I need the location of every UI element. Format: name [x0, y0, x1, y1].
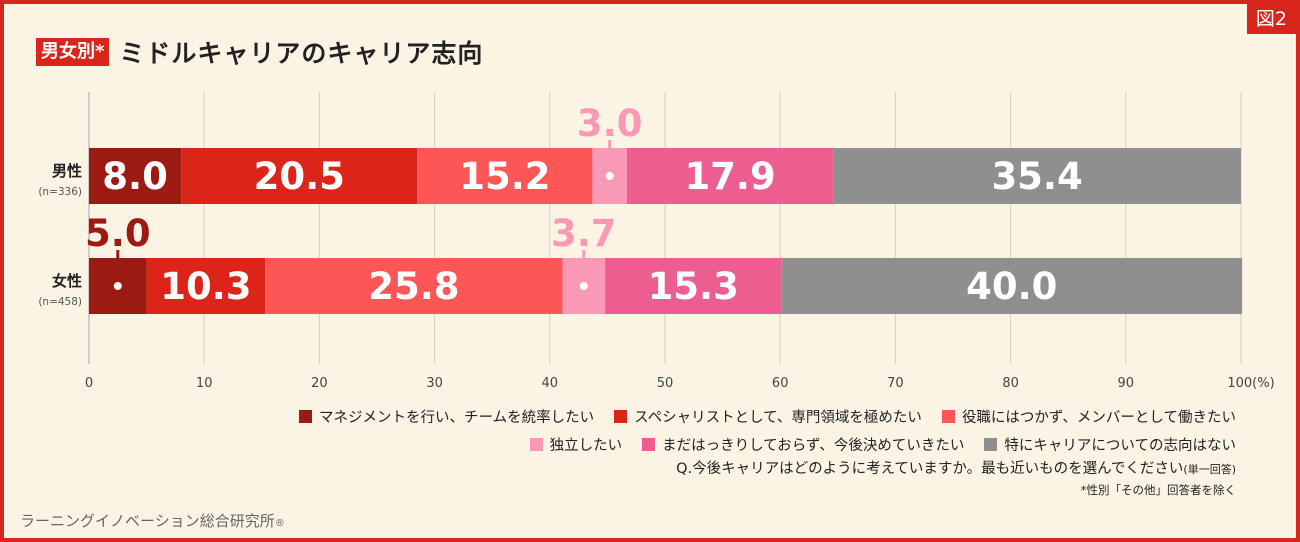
title-badge: 男女別* [36, 38, 110, 66]
bar-segment [265, 258, 563, 314]
registered-mark: ® [274, 518, 285, 529]
x-tick-label: 50 [657, 376, 674, 391]
legend-label: 独立したい [549, 437, 623, 454]
x-tick-label: 100(%) [1227, 376, 1274, 391]
category-sample-size: (n=336) [38, 186, 82, 198]
bar-segment [605, 258, 782, 314]
x-tick-label: 80 [1002, 376, 1019, 391]
stacked-bar-chart: 8.0 20.5 15.2 17.9 35.4 10.3 25.8 15.3 40.0 男性 (n… [38, 92, 1275, 391]
data-label: 3.7 [551, 212, 617, 255]
data-label: 20.5 [254, 155, 345, 198]
legend-item: スペシャリストとして、専門領域を極めたい [614, 406, 922, 427]
x-tick-label: 10 [196, 376, 213, 391]
legend-item: マネジメントを行い、チームを統率したい [299, 406, 594, 427]
legend-label: 特にキャリアについての志向はない [1004, 437, 1236, 454]
x-tick-label: 30 [426, 376, 443, 391]
source-text: ラーニングイノベーション総合研究所 [20, 512, 275, 530]
exclusion-note: *性別「その他」回答者を除く [1080, 483, 1236, 497]
data-label: 3.0 [577, 102, 643, 145]
bar-segment [781, 258, 1243, 314]
x-tick-label: 40 [542, 376, 559, 391]
bar-segment [626, 148, 834, 204]
data-label: 40.0 [966, 265, 1057, 308]
question-text: Q.今後キャリアはどのように考えていますか。最も近いものを選んでください [676, 461, 1184, 477]
legend-swatch [941, 409, 955, 423]
legend: マネジメントを行い、チームを統率したい スペシャリストとして、専門領域を極めたい 役… [236, 402, 1236, 458]
data-label: 5.0 [85, 212, 151, 255]
bar-segment [146, 258, 266, 314]
legend-swatch [529, 437, 543, 451]
data-label: 25.8 [368, 265, 459, 308]
question-suffix: (単一回答) [1183, 463, 1236, 476]
x-tick-label: 20 [311, 376, 328, 391]
legend-row: マネジメントを行い、チームを統率したい スペシャリストとして、専門領域を極めたい 役… [236, 402, 1236, 430]
bar-segment [89, 148, 182, 204]
x-tick-label: 0 [85, 376, 93, 391]
legend-label: スペシャリストとして、専門領域を極めたい [634, 409, 922, 426]
legend-label: まだはっきりしておらず、今後決めていきたい [662, 437, 965, 454]
x-tick-label: 60 [772, 376, 789, 391]
data-label: 8.0 [102, 155, 168, 198]
chart-title: 男女別* ミドルキャリアのキャリア志向 [36, 36, 483, 68]
category-label: 男性 [52, 162, 82, 180]
question-note: Q.今後キャリアはどのように考えていますか。最も近いものを選んでください(単一回… [676, 457, 1236, 478]
legend-item: 特にキャリアについての志向はない [984, 434, 1236, 455]
data-label: 15.2 [459, 155, 550, 198]
callout-dot [602, 169, 617, 183]
data-label: 35.4 [991, 155, 1082, 198]
legend-label: マネジメントを行い、チームを統率したい [319, 409, 595, 426]
x-tick-label: 90 [1118, 376, 1135, 391]
callout-dot [110, 279, 125, 293]
bar-segment [181, 148, 418, 204]
data-label: 15.3 [648, 265, 739, 308]
legend-label: 役職にはつかず、メンバーとして働きたい [961, 409, 1236, 426]
legend-item: まだはっきりしておらず、今後決めていきたい [642, 434, 964, 455]
legend-swatch [299, 409, 313, 423]
source-credit: ラーニングイノベーション総合研究所® [20, 510, 285, 531]
legend-item: 独立したい [529, 434, 623, 455]
legend-item: 役職にはつかず、メンバーとして働きたい [941, 406, 1236, 427]
data-label: 10.3 [160, 265, 251, 308]
data-label: 17.9 [684, 155, 775, 198]
callout-dot [576, 279, 591, 293]
title-text: ミドルキャリアのキャリア志向 [119, 39, 484, 68]
x-tick-label: 70 [887, 376, 904, 391]
figure-tag: 図2 [1246, 4, 1296, 34]
legend-swatch [984, 437, 998, 451]
category-sample-size: (n=458) [38, 296, 82, 308]
legend-swatch [642, 437, 656, 451]
legend-swatch [614, 409, 628, 423]
category-label: 女性 [52, 272, 82, 290]
bar-segment [417, 148, 593, 204]
bar-segment [833, 148, 1241, 204]
legend-row: 独立したい まだはっきりしておらず、今後決めていきたい 特にキャリアについての志向は… [236, 430, 1236, 458]
